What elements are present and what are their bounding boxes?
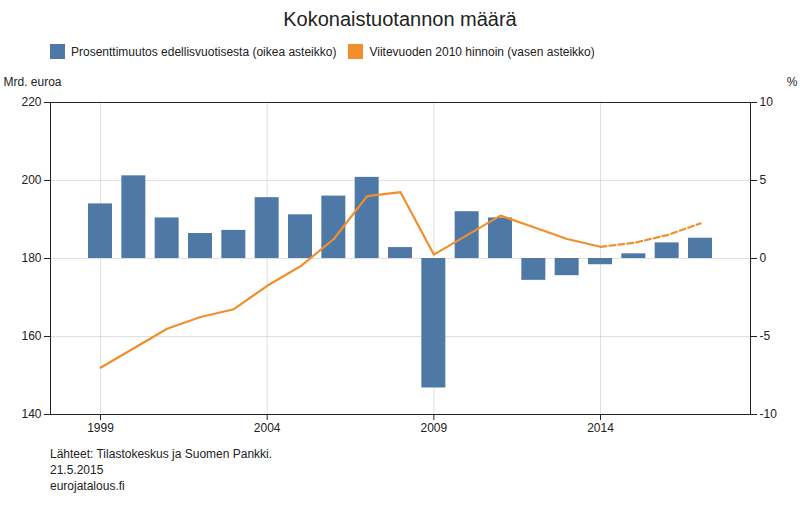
html-text:eurojatalous.fi: eurojatalous.fi — [50, 479, 125, 493]
html-text:Viitevuoden 2010 hinnoin (vase: Viitevuoden 2010 hinnoin (vasen asteikko… — [369, 44, 595, 59]
svg-text:1999: 1999 — [87, 421, 114, 435]
html-text:Kokonaistuotannon määrä: Kokonaistuotannon määrä — [283, 8, 517, 30]
svg-text:-5: -5 — [760, 329, 771, 343]
svg-text:10: 10 — [760, 95, 774, 109]
svg-text:160: 160 — [21, 329, 41, 343]
svg-text:0: 0 — [760, 251, 767, 265]
svg-text:2009: 2009 — [420, 421, 447, 435]
html-text:21.5.2015: 21.5.2015 — [50, 463, 104, 477]
svg-text:180: 180 — [21, 251, 41, 265]
svg-text:2014: 2014 — [587, 421, 614, 435]
html-text:Prosenttimuutos edellisvuotise: Prosenttimuutos edellisvuotisesta (oikea… — [71, 44, 337, 59]
svg-text:220: 220 — [21, 95, 41, 109]
svg-text:-10: -10 — [760, 407, 778, 421]
svg-text:5: 5 — [760, 173, 767, 187]
html-text:Lähteet: Tilastokeskus ja Suom: Lähteet: Tilastokeskus ja Suomen Pankki. — [50, 447, 273, 461]
svg-text:200: 200 — [21, 173, 41, 187]
svg-text:140: 140 — [21, 407, 41, 421]
svg-text:Mrd. euroa: Mrd. euroa — [4, 75, 62, 89]
svg-text:%: % — [787, 75, 798, 89]
svg-text:2004: 2004 — [254, 421, 281, 435]
